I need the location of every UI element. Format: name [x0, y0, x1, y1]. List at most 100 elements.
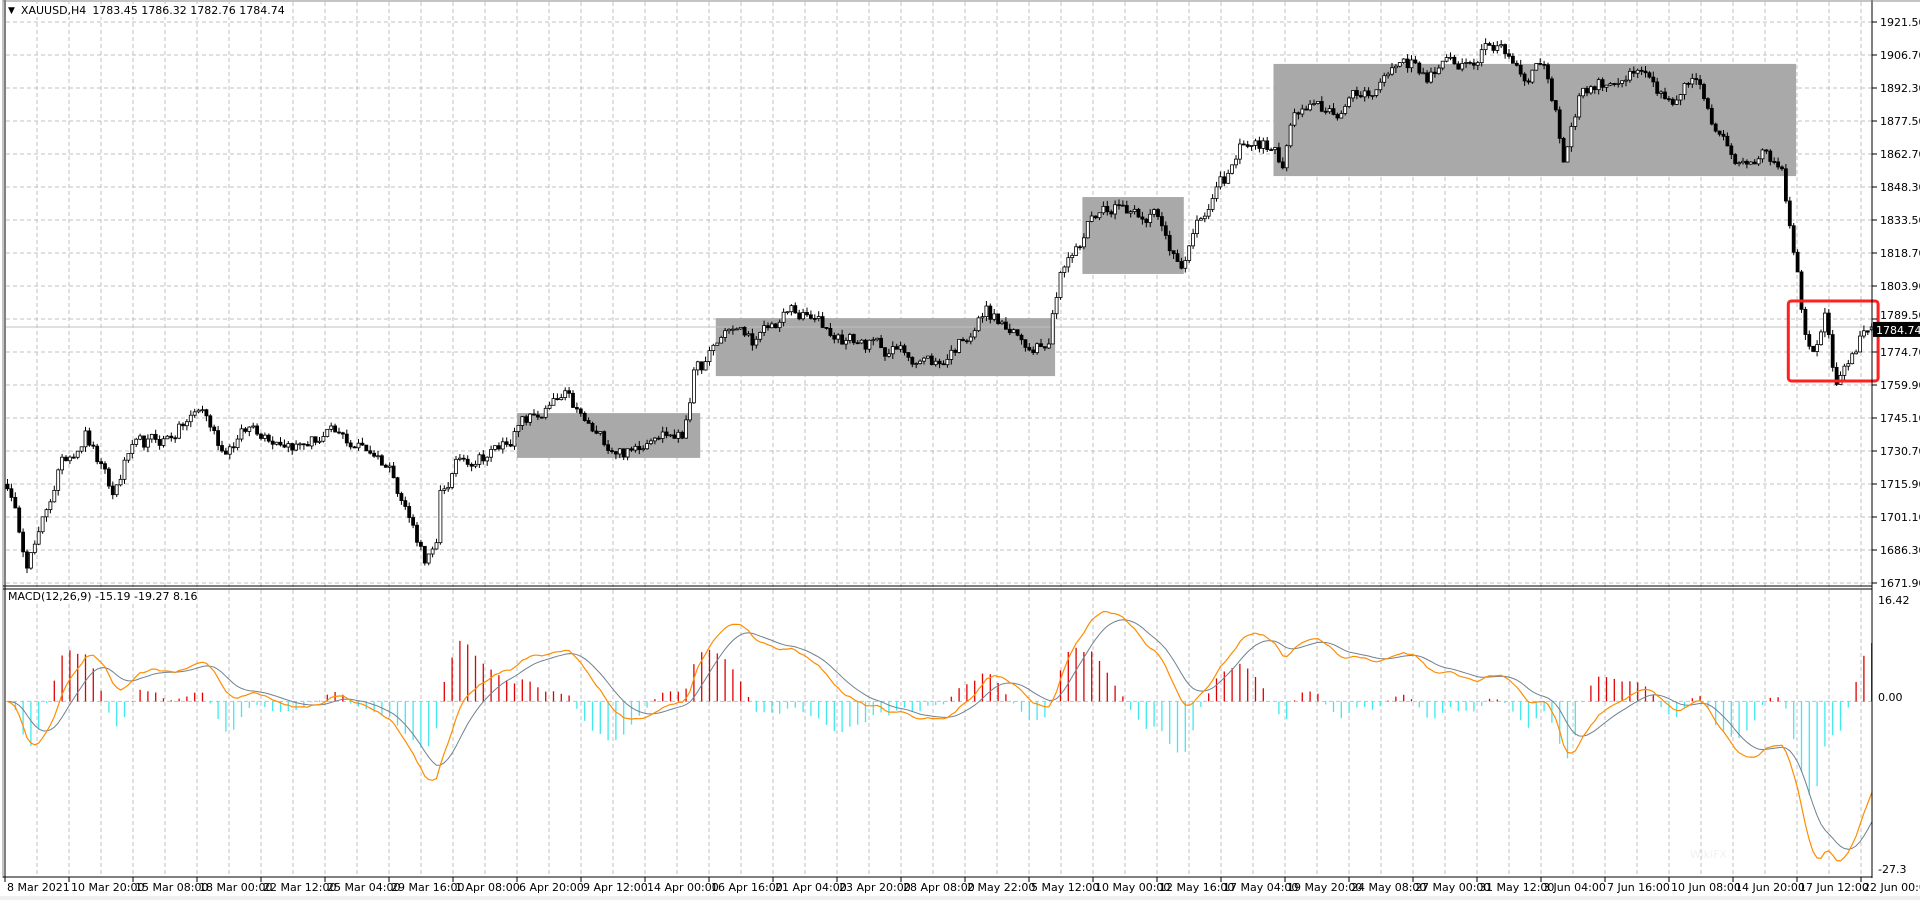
candle [684, 415, 688, 439]
candle [1436, 64, 1441, 75]
candle [1803, 306, 1808, 340]
candle [692, 367, 696, 405]
candle [262, 432, 267, 442]
candle [461, 454, 466, 462]
candle [1596, 77, 1601, 95]
candle [559, 393, 564, 401]
candle [1179, 257, 1184, 270]
candle [773, 322, 778, 329]
candle [1257, 136, 1262, 153]
time-label: 22 Mar 12:00 [263, 881, 336, 894]
candle [797, 309, 802, 321]
candle [118, 474, 123, 487]
candle [1452, 54, 1457, 65]
candle [719, 335, 724, 344]
candle [1390, 63, 1394, 76]
candle [617, 447, 622, 459]
candle [1561, 136, 1566, 163]
price-label: 1906.70 [1880, 49, 1920, 62]
candle [851, 333, 856, 345]
candle [1729, 143, 1734, 160]
time-label: 9 Apr 12:00 [583, 881, 648, 894]
time-label: 15 Mar 08:00 [135, 881, 208, 894]
candle [1089, 211, 1094, 223]
candle [1238, 138, 1242, 165]
candle [637, 440, 642, 455]
candle [668, 434, 673, 438]
candle [1472, 58, 1476, 70]
candle [906, 352, 911, 362]
candle [395, 476, 400, 497]
candle [1288, 123, 1293, 148]
candle [110, 481, 115, 500]
candle [13, 492, 18, 509]
candle [270, 436, 275, 450]
time-label: 10 Mar 20:00 [71, 881, 144, 894]
time-label: 25 Mar 04:00 [327, 881, 400, 894]
macd-main-line [7, 610, 1873, 862]
candle [337, 427, 341, 435]
candle [1160, 212, 1164, 232]
consolidation-box[interactable] [1273, 63, 1797, 177]
candle [1698, 75, 1702, 90]
candle [1405, 54, 1410, 73]
triangle-down-icon[interactable]: ▼ [8, 5, 15, 16]
candle [1499, 40, 1504, 49]
candle [629, 446, 634, 452]
candle [1397, 62, 1402, 68]
candle [957, 339, 961, 354]
candle [1296, 111, 1301, 120]
candle [945, 354, 950, 368]
candle [1592, 85, 1597, 94]
candle [1413, 55, 1418, 64]
candle [1070, 253, 1075, 263]
candle [1538, 58, 1543, 66]
candle [317, 437, 322, 444]
price-axis[interactable]: 1921.50 1906.70 1892.30 1877.50 1862.70 1848.… [1872, 16, 1920, 590]
time-label: 5 May 12:00 [1031, 881, 1099, 894]
candle [1031, 346, 1036, 356]
candle [1706, 97, 1710, 111]
candle [508, 439, 513, 448]
chart-header: ▼ XAUUSD,H4 1783.45 1786.32 1782.76 1784… [8, 4, 285, 17]
candle [641, 445, 646, 452]
price-label: 1921.50 [1880, 16, 1920, 29]
price-label: 1671.90 [1880, 577, 1920, 590]
candle [1604, 84, 1609, 92]
highlight-rectangle[interactable] [1786, 299, 1880, 383]
time-label: 14 Jun 20:00 [1735, 881, 1805, 894]
candle [809, 310, 813, 320]
candle [1113, 200, 1117, 220]
candle [532, 409, 536, 416]
candle [633, 443, 638, 453]
candle [762, 320, 766, 336]
candle [1300, 104, 1305, 118]
candle [286, 440, 291, 453]
candle [188, 410, 193, 428]
candle [649, 438, 653, 446]
candle [1304, 105, 1309, 111]
candle [567, 386, 571, 398]
candle [1651, 71, 1656, 87]
candle [723, 327, 727, 342]
price-label: 1818.70 [1880, 247, 1920, 260]
candle [348, 439, 353, 450]
candle [1335, 112, 1340, 121]
candle [563, 387, 568, 401]
candle [1842, 363, 1847, 381]
candle [17, 505, 22, 534]
candle [848, 332, 852, 344]
candle [625, 448, 630, 461]
candle [415, 522, 419, 547]
candle [1117, 199, 1121, 210]
candle [1284, 144, 1289, 172]
candle [1581, 87, 1585, 99]
candle [454, 455, 458, 477]
candle [1054, 292, 1059, 319]
candle [1440, 60, 1445, 71]
candle [1105, 200, 1110, 216]
candle [1448, 52, 1453, 61]
candle [1635, 68, 1640, 79]
